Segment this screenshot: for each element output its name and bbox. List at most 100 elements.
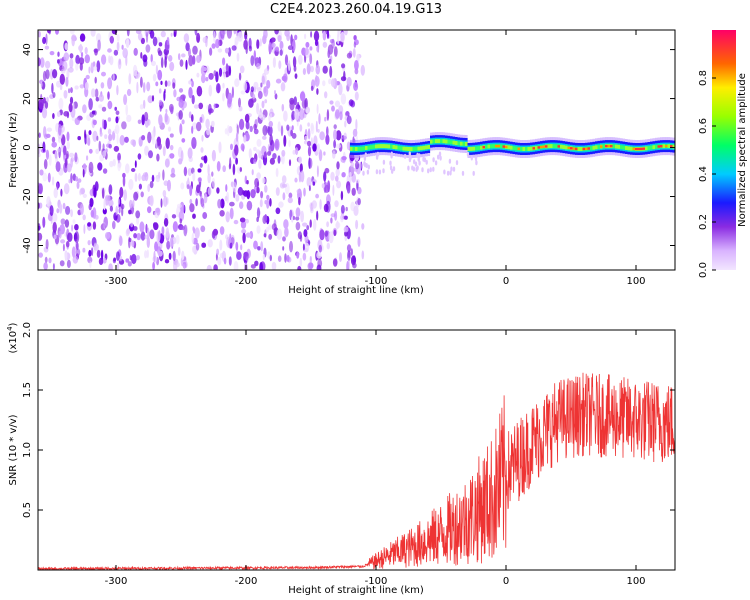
heatmap-cell	[470, 146, 473, 151]
heatmap-cell	[334, 200, 339, 208]
heatmap-cell	[119, 255, 123, 262]
heatmap-cell	[246, 200, 253, 211]
heatmap-cell	[183, 166, 188, 177]
heatmap-cell	[165, 227, 170, 239]
heatmap-cell	[229, 207, 234, 220]
heatmap-cell	[88, 148, 93, 154]
heatmap-cell	[283, 110, 288, 122]
heatmap-cell	[226, 124, 230, 137]
heatmap-cell	[42, 36, 47, 45]
heatmap-cell	[121, 121, 127, 130]
heatmap-cell	[129, 199, 133, 209]
heatmap-cell	[306, 108, 309, 114]
heatmap-cell	[346, 141, 351, 151]
heatmap-cell	[268, 145, 272, 155]
heatmap-cell	[94, 48, 98, 56]
heatmap-cell	[222, 92, 225, 102]
heatmap-cell	[80, 52, 84, 58]
heatmap-cell	[527, 146, 531, 151]
heatmap-cell	[259, 38, 262, 47]
heatmap-cell	[269, 198, 272, 207]
heatmap-cell	[178, 99, 184, 108]
heatmap-cell	[192, 172, 196, 182]
heatmap-cell	[147, 119, 151, 126]
heatmap-cell	[38, 225, 41, 230]
heatmap-cell	[39, 169, 44, 176]
heatmap-cell	[557, 145, 561, 148]
heatmap-cell	[88, 249, 92, 257]
heatmap-cell	[452, 140, 456, 145]
heatmap-cell	[179, 225, 185, 231]
heatmap-cell	[274, 46, 280, 52]
x-axis-label-top: Height of straight line (km)	[288, 285, 424, 296]
heatmap-cell	[345, 206, 348, 212]
heatmap-cell	[108, 133, 113, 142]
heatmap-cell	[192, 213, 196, 219]
heatmap-cell	[44, 256, 48, 263]
heatmap-cell	[59, 84, 63, 91]
heatmap-cell	[68, 179, 71, 184]
heatmap-cell	[189, 198, 193, 205]
heatmap-cell	[260, 241, 264, 252]
heatmap-cell	[137, 119, 142, 125]
heatmap-cell	[38, 132, 41, 138]
heatmap-cell	[249, 125, 253, 133]
heatmap-cell	[45, 133, 51, 138]
heatmap-cell	[66, 141, 71, 150]
heatmap-cell	[197, 177, 202, 183]
heatmap-cell	[305, 41, 310, 48]
heatmap-cell	[90, 209, 95, 218]
heatmap-cell	[422, 145, 426, 150]
x-tick-label-top: 0	[503, 276, 509, 287]
heatmap-cell	[158, 114, 163, 126]
heatmap-cell	[121, 207, 124, 217]
heatmap-cell	[235, 194, 240, 202]
heatmap-cell	[116, 133, 119, 145]
heatmap-cell	[191, 125, 194, 134]
heatmap-cell	[354, 91, 359, 101]
heatmap-cell	[90, 30, 96, 37]
heatmap-cell	[321, 183, 325, 189]
heatmap-cell	[42, 70, 47, 82]
heatmap-cell	[416, 165, 419, 171]
heatmap-cell	[505, 145, 508, 149]
heatmap-cell	[350, 248, 353, 256]
heatmap-cell	[207, 173, 211, 184]
heatmap-cell	[100, 249, 104, 261]
heatmap-cell	[235, 241, 239, 251]
heatmap-cell	[113, 129, 117, 134]
heatmap-cell	[455, 160, 459, 166]
heatmap-cell	[316, 210, 319, 221]
heatmap-cell	[212, 228, 219, 236]
heatmap-cell	[164, 80, 168, 87]
heatmap-cell	[280, 82, 286, 92]
heatmap-cell	[191, 94, 195, 105]
heatmap-cell	[275, 78, 282, 84]
heatmap-cell	[68, 152, 75, 158]
heatmap-cell	[128, 237, 132, 243]
heatmap-cell	[290, 129, 293, 137]
heatmap-cell	[324, 184, 330, 193]
heatmap-cell	[239, 167, 242, 172]
y-tick-label-bottom: 0.5	[22, 502, 33, 518]
heatmap-cell	[332, 150, 336, 159]
heatmap-cell	[45, 239, 49, 250]
heatmap-cell	[178, 110, 183, 120]
heatmap-cell	[326, 30, 330, 40]
heatmap-cell	[118, 207, 121, 214]
heatmap-cell	[245, 218, 249, 224]
heatmap-cell	[339, 252, 342, 263]
heatmap-cell	[455, 141, 458, 145]
heatmap-cell	[170, 32, 173, 37]
heatmap-cell	[239, 201, 244, 209]
heatmap-cell	[149, 195, 154, 207]
heatmap-cell	[107, 100, 113, 110]
colorbar-ticks: 0.0 0.2 0.4 0.6 0.8	[698, 70, 716, 278]
heatmap-cell	[625, 146, 628, 150]
heatmap-cell	[101, 71, 106, 77]
heatmap-cell	[291, 216, 294, 223]
heatmap-cell	[220, 30, 225, 39]
heatmap-cell	[57, 51, 60, 57]
heatmap-cell	[432, 166, 435, 172]
heatmap-cell	[38, 57, 41, 67]
